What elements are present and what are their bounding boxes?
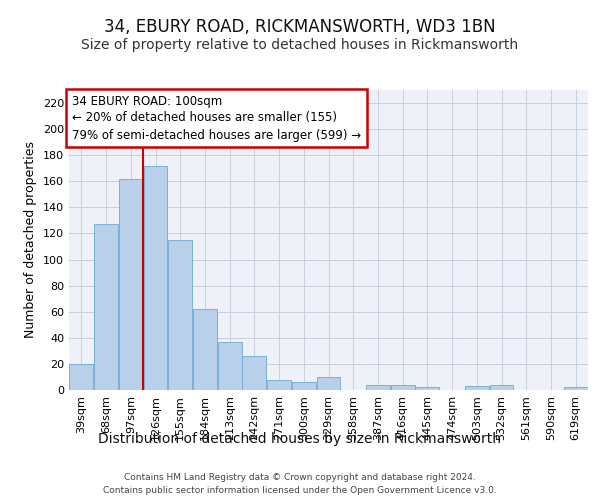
Bar (267, 380, 291, 390)
Bar (490, 385, 514, 390)
Bar (292, 382, 316, 390)
Bar (119, 178, 143, 390)
Bar (391, 385, 415, 390)
Bar (143, 166, 167, 390)
Y-axis label: Number of detached properties: Number of detached properties (25, 142, 37, 338)
Bar (366, 385, 390, 390)
Bar (242, 356, 266, 390)
Text: Size of property relative to detached houses in Rickmansworth: Size of property relative to detached ho… (82, 38, 518, 52)
Bar (415, 388, 439, 390)
Bar (193, 309, 217, 390)
Bar (168, 240, 192, 390)
Text: 34, EBURY ROAD, RICKMANSWORTH, WD3 1BN: 34, EBURY ROAD, RICKMANSWORTH, WD3 1BN (104, 18, 496, 36)
Text: 34 EBURY ROAD: 100sqm
← 20% of detached houses are smaller (155)
79% of semi-det: 34 EBURY ROAD: 100sqm ← 20% of detached … (71, 94, 361, 142)
Bar (70, 364, 94, 390)
Bar (563, 388, 587, 390)
Text: Contains HM Land Registry data © Crown copyright and database right 2024.: Contains HM Land Registry data © Crown c… (124, 472, 476, 482)
Bar (218, 342, 242, 390)
Text: Contains public sector information licensed under the Open Government Licence v3: Contains public sector information licen… (103, 486, 497, 495)
Bar (465, 386, 489, 390)
Text: Distribution of detached houses by size in Rickmansworth: Distribution of detached houses by size … (98, 432, 502, 446)
Bar (317, 377, 340, 390)
Bar (94, 224, 118, 390)
